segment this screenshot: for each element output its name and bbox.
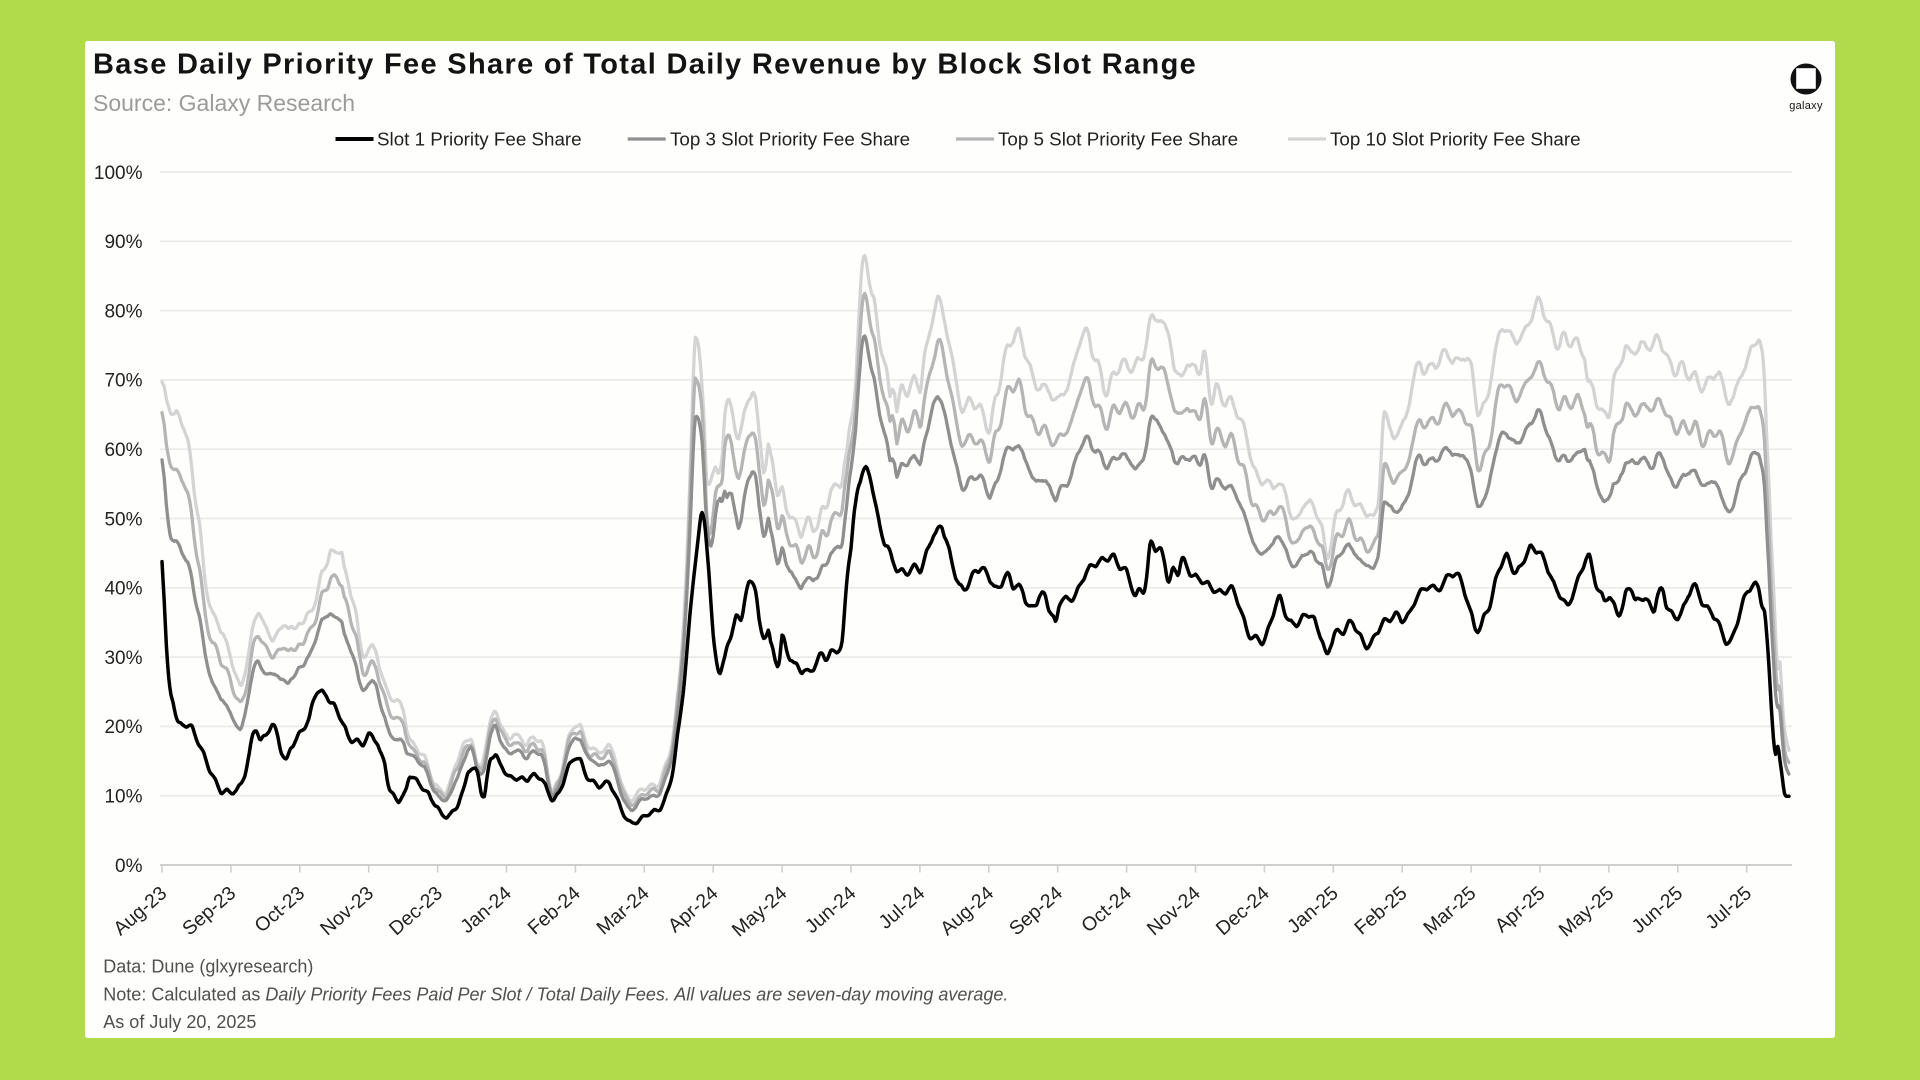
svg-text:Source: Galaxy Research: Source: Galaxy Research bbox=[93, 90, 355, 116]
svg-text:Data: Dune (glxyresearch): Data: Dune (glxyresearch) bbox=[103, 956, 313, 976]
svg-text:Top 3 Slot Priority Fee Share: Top 3 Slot Priority Fee Share bbox=[670, 129, 910, 150]
svg-text:Note: Calculated as Daily Prio: Note: Calculated as Daily Priority Fees … bbox=[103, 984, 1008, 1004]
svg-text:As of July 20, 2025: As of July 20, 2025 bbox=[103, 1012, 256, 1032]
svg-text:0%: 0% bbox=[115, 856, 143, 877]
svg-text:100%: 100% bbox=[94, 163, 143, 184]
svg-text:90%: 90% bbox=[104, 232, 142, 253]
svg-text:galaxy: galaxy bbox=[1789, 100, 1823, 112]
svg-text:20%: 20% bbox=[104, 717, 142, 738]
svg-text:30%: 30% bbox=[104, 648, 142, 669]
svg-text:60%: 60% bbox=[104, 440, 142, 461]
svg-text:70%: 70% bbox=[104, 371, 142, 392]
svg-text:50%: 50% bbox=[104, 509, 142, 530]
svg-text:10%: 10% bbox=[104, 787, 142, 808]
svg-text:80%: 80% bbox=[104, 301, 142, 322]
svg-text:Base Daily Priority Fee Share: Base Daily Priority Fee Share of Total D… bbox=[93, 49, 1197, 81]
svg-text:Top 10 Slot Priority Fee Share: Top 10 Slot Priority Fee Share bbox=[1330, 129, 1581, 150]
svg-text:40%: 40% bbox=[104, 579, 142, 600]
svg-text:Top 5 Slot Priority Fee Share: Top 5 Slot Priority Fee Share bbox=[998, 129, 1238, 150]
svg-text:Slot 1 Priority Fee Share: Slot 1 Priority Fee Share bbox=[377, 129, 582, 150]
